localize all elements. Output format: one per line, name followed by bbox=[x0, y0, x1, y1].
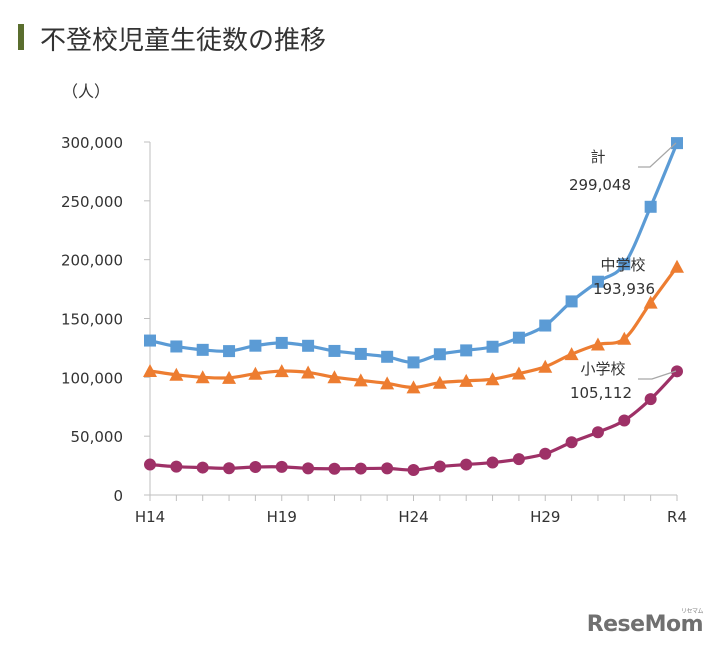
data-point bbox=[565, 295, 578, 308]
leader-line bbox=[638, 370, 677, 380]
data-point bbox=[539, 447, 552, 460]
data-point bbox=[328, 462, 341, 475]
y-tick-label: 200,000 bbox=[61, 252, 123, 270]
data-point bbox=[301, 365, 316, 379]
data-point bbox=[274, 364, 289, 378]
data-point bbox=[407, 356, 420, 369]
data-point bbox=[353, 373, 368, 387]
data-point bbox=[249, 339, 262, 352]
data-point bbox=[196, 343, 209, 356]
data-point bbox=[170, 460, 183, 473]
data-point bbox=[460, 458, 473, 471]
data-point bbox=[644, 393, 657, 406]
data-point bbox=[618, 258, 631, 271]
data-point bbox=[222, 370, 237, 384]
x-tick-label: R4 bbox=[667, 508, 687, 526]
data-point bbox=[275, 336, 288, 349]
data-point bbox=[671, 137, 683, 150]
data-point bbox=[590, 337, 605, 351]
data-point bbox=[670, 259, 684, 273]
data-point bbox=[327, 370, 342, 384]
data-point bbox=[196, 461, 209, 474]
data-point bbox=[433, 348, 446, 361]
data-point bbox=[591, 275, 604, 288]
series-name-label: 中学校 bbox=[600, 256, 645, 274]
data-point bbox=[248, 366, 263, 380]
chart-axes bbox=[149, 142, 677, 496]
y-tick-label: 50,000 bbox=[71, 428, 124, 446]
chart-title: 不登校児童生徒数の推移 bbox=[40, 26, 327, 56]
x-tick-label: H14 bbox=[135, 508, 165, 526]
data-point bbox=[643, 295, 658, 309]
data-point bbox=[381, 462, 394, 475]
y-tick-label: 100,000 bbox=[61, 369, 123, 387]
series-labels: 計 299,048 中学校 193,936 小学校 105,112 bbox=[569, 142, 677, 402]
series-end-value-label: 105,112 bbox=[570, 384, 632, 402]
data-point bbox=[407, 464, 420, 477]
series-end-value-label: 299,048 bbox=[569, 176, 631, 194]
data-point bbox=[591, 426, 604, 439]
data-point bbox=[380, 376, 395, 390]
data-point bbox=[169, 367, 184, 381]
data-point bbox=[671, 365, 683, 378]
y-axis-ticks: 0 50,000 100,000 150,000 200,000 250,000 300,0… bbox=[61, 134, 150, 505]
y-tick-label: 250,000 bbox=[61, 193, 123, 211]
y-tick-label: 150,000 bbox=[61, 311, 123, 329]
data-point bbox=[432, 375, 447, 389]
data-point bbox=[328, 344, 341, 357]
logo-subtext: リセマム bbox=[680, 608, 704, 615]
data-point bbox=[564, 347, 579, 361]
data-point bbox=[302, 462, 315, 475]
x-axis-ticks: H14 H19 H24 H29 R4 bbox=[135, 495, 687, 526]
data-point bbox=[460, 344, 473, 357]
resemom-logo: ReseMom リセマム bbox=[586, 608, 704, 637]
series-name-label: 計 bbox=[590, 148, 605, 166]
data-point bbox=[486, 456, 499, 469]
data-point bbox=[354, 462, 367, 475]
series-end-value-label: 193,936 bbox=[593, 280, 655, 298]
data-point bbox=[223, 345, 236, 358]
series-name-label: 小学校 bbox=[580, 360, 625, 378]
chart-series bbox=[143, 137, 684, 477]
data-point bbox=[433, 460, 446, 473]
data-point bbox=[143, 363, 157, 377]
data-point bbox=[511, 366, 526, 380]
data-point bbox=[223, 462, 236, 475]
data-point bbox=[485, 372, 500, 386]
data-point bbox=[302, 339, 315, 352]
data-point bbox=[512, 453, 525, 466]
data-point bbox=[170, 340, 183, 353]
data-point bbox=[538, 359, 553, 373]
data-point bbox=[144, 334, 156, 347]
y-axis-unit-label: （人） bbox=[62, 82, 111, 101]
data-point bbox=[486, 340, 499, 353]
x-tick-label: H29 bbox=[530, 508, 560, 526]
data-point bbox=[459, 373, 474, 387]
data-point bbox=[617, 331, 632, 345]
data-point bbox=[644, 200, 657, 213]
data-point bbox=[539, 319, 552, 332]
logo-text: ReseMom bbox=[586, 612, 704, 637]
y-tick-label: 0 bbox=[113, 487, 123, 505]
data-point bbox=[381, 350, 394, 363]
data-point bbox=[275, 460, 288, 473]
data-point bbox=[512, 331, 525, 344]
title-accent-bar bbox=[18, 24, 24, 50]
y-tick-label: 300,000 bbox=[61, 134, 123, 152]
data-point bbox=[249, 460, 262, 473]
data-point bbox=[195, 370, 210, 384]
data-point bbox=[354, 347, 367, 360]
data-point bbox=[565, 436, 578, 449]
x-tick-label: H19 bbox=[267, 508, 297, 526]
data-point bbox=[618, 414, 631, 427]
data-point bbox=[144, 458, 156, 471]
x-tick-label: H24 bbox=[398, 508, 428, 526]
data-point bbox=[406, 380, 421, 394]
leader-line bbox=[638, 142, 677, 168]
